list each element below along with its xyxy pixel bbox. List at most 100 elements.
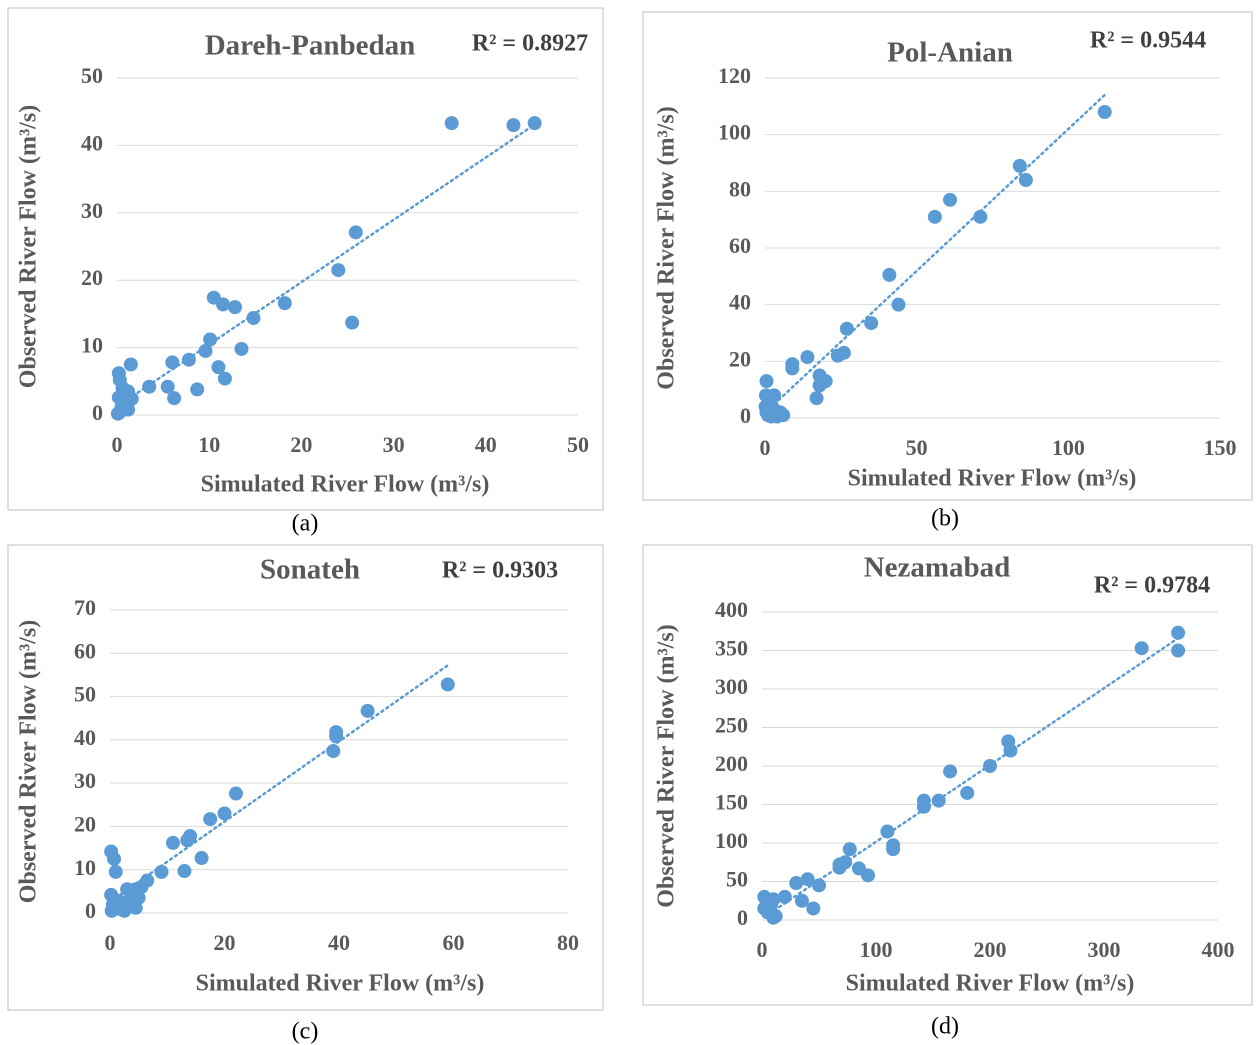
x-tick-label: 0 (105, 930, 116, 955)
x-tick-label: 50 (567, 432, 589, 457)
caption: (b) (931, 506, 959, 532)
x-tick-label: 0 (760, 435, 771, 460)
y-tick-label: 50 (726, 867, 748, 892)
r-squared: R² = 0.9544 (1090, 28, 1206, 54)
point (960, 785, 975, 800)
point (842, 842, 857, 857)
point (181, 352, 196, 367)
point (154, 864, 169, 879)
point (882, 267, 897, 282)
point (444, 116, 459, 131)
point (360, 703, 375, 718)
y-tick-label: 10 (74, 855, 96, 880)
x-tick-label: 200 (974, 937, 1007, 962)
y-tick-label: 50 (74, 682, 96, 707)
point (440, 677, 455, 692)
y-axis-label: Observed River Flow (m³/s) (654, 106, 680, 389)
point (216, 297, 231, 312)
point (117, 903, 132, 918)
point (800, 872, 815, 887)
x-tick-label: 80 (557, 930, 579, 955)
point (165, 835, 180, 850)
point (142, 379, 157, 394)
y-axis-label: Observed River Flow (m³/s) (16, 620, 42, 903)
point (812, 378, 827, 393)
x-tick-label: 20 (290, 432, 312, 457)
point (110, 406, 125, 421)
point (108, 864, 123, 879)
x-tick-label: 50 (906, 435, 928, 460)
point (830, 348, 845, 363)
point (1003, 743, 1018, 758)
point (190, 382, 205, 397)
point (120, 882, 135, 897)
caption: (c) (292, 1019, 319, 1045)
caption: (d) (931, 1014, 959, 1040)
trendline (764, 93, 1106, 414)
y-tick-label: 300 (715, 674, 748, 699)
x-tick-label: 100 (860, 937, 893, 962)
point (329, 729, 344, 744)
point (194, 851, 209, 866)
x-axis-label: Simulated River Flow (m³/s) (201, 472, 490, 498)
x-tick-label: 400 (1202, 937, 1235, 962)
point (886, 842, 901, 857)
x-tick-label: 10 (198, 432, 220, 457)
point (203, 332, 218, 347)
point (1012, 158, 1027, 173)
r-squared: R² = 0.9784 (1094, 573, 1210, 599)
y-tick-label: 60 (74, 638, 96, 663)
point (198, 343, 213, 358)
chart-title: Nezamabad (864, 552, 1011, 584)
panel: Nezamabad R² = 0.9784 Simulated River Flow… (642, 544, 1253, 1040)
point (1171, 625, 1186, 640)
point (348, 225, 363, 240)
point (1171, 643, 1186, 658)
panel: Dareh-Panbedan R² = 0.8927 Simulated River… (7, 7, 604, 537)
y-tick-label: 350 (715, 636, 748, 661)
y-tick-label: 30 (81, 198, 103, 223)
point (1018, 173, 1033, 187)
point (228, 786, 243, 801)
chart-title: Dareh-Panbedan (205, 30, 416, 62)
point (758, 399, 773, 414)
caption: (a) (292, 511, 319, 537)
x-axis-label: Simulated River Flow (m³/s) (846, 971, 1135, 997)
point (117, 393, 132, 408)
y-tick-label: 20 (81, 265, 103, 290)
y-tick-label: 100 (718, 120, 751, 145)
x-tick-label: 100 (1052, 435, 1085, 460)
y-axis-label: Observed River Flow (m³/s) (16, 105, 42, 388)
y-tick-label: 20 (74, 811, 96, 836)
trendline (109, 664, 450, 903)
y-tick-label: 10 (81, 333, 103, 358)
point (764, 897, 779, 912)
y-axis-label: Observed River Flow (m³/s) (654, 624, 680, 907)
chart-title: Pol-Anian (887, 37, 1013, 69)
y-tick-label: 400 (715, 597, 748, 622)
y-tick-label: 0 (92, 400, 103, 425)
y-tick-label: 250 (715, 713, 748, 738)
y-tick-label: 80 (729, 176, 751, 201)
panel-border (7, 544, 604, 1011)
y-tick-label: 150 (715, 790, 748, 815)
y-tick-label: 0 (740, 403, 751, 428)
point (211, 360, 226, 375)
point (1097, 105, 1112, 119)
point (861, 868, 876, 883)
point (809, 391, 824, 406)
x-axis-label: Simulated River Flow (m³/s) (848, 466, 1137, 492)
point (785, 361, 800, 376)
point (345, 315, 360, 330)
y-tick-label: 60 (729, 233, 751, 258)
y-tick-label: 40 (729, 290, 751, 315)
point (927, 209, 942, 224)
chart-title: Sonateh (260, 554, 360, 586)
point (228, 300, 243, 315)
point (973, 209, 988, 224)
point (331, 263, 346, 278)
y-tick-label: 0 (85, 898, 96, 923)
point (104, 903, 119, 918)
point (800, 350, 815, 365)
point (326, 744, 341, 759)
